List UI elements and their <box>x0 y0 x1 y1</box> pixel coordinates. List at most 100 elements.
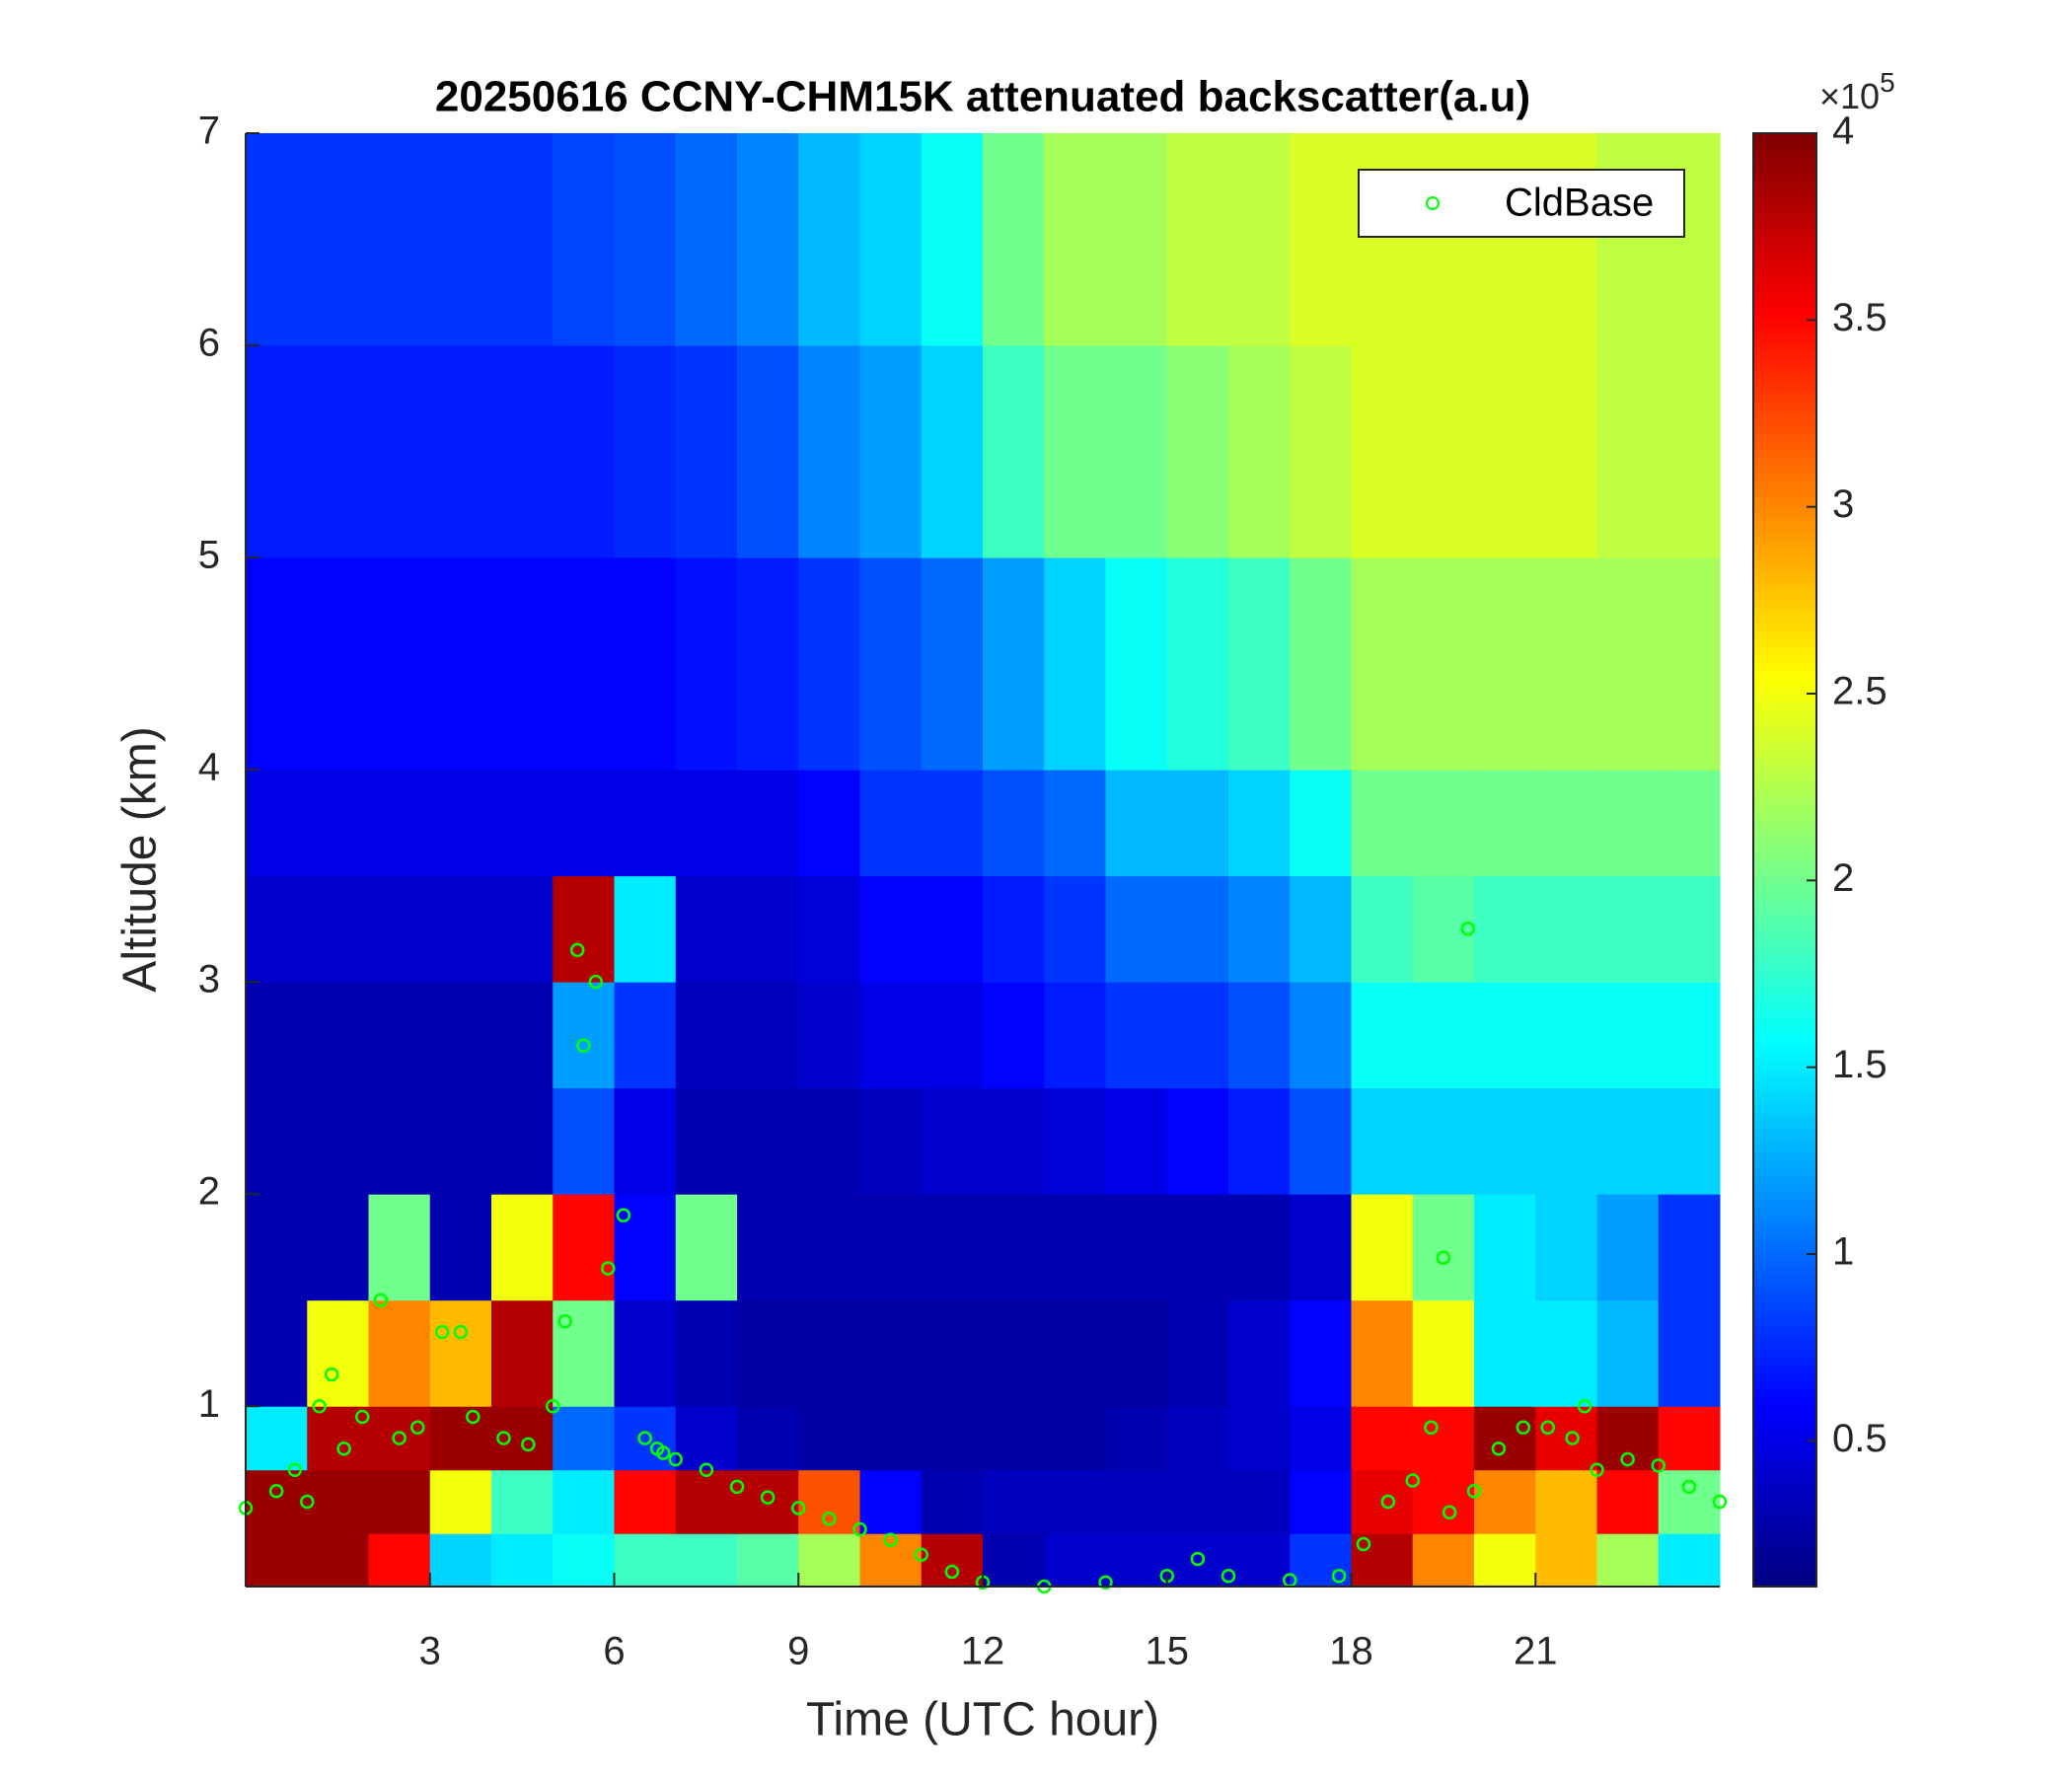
heatmap-cell <box>1658 1087 1721 1195</box>
legend-label: CldBase <box>1505 182 1654 225</box>
colorbar-tick-label: 2 <box>1832 856 1854 900</box>
heatmap-cell <box>1044 1087 1106 1195</box>
cloud-base-point <box>616 1208 631 1222</box>
heatmap-cell <box>1228 1299 1291 1407</box>
heatmap-cell <box>614 1194 677 1301</box>
heatmap-cell <box>1596 1406 1660 1471</box>
heatmap-cell <box>983 770 1045 877</box>
colorbar-tick-label: 3.5 <box>1832 296 1887 339</box>
heatmap-cell <box>1658 770 1721 877</box>
heatmap-cell <box>1044 1406 1106 1471</box>
heatmap-cell <box>983 1194 1045 1301</box>
heatmap-cell <box>1105 557 1168 771</box>
cloud-base-point <box>300 1494 315 1510</box>
cloud-base-point <box>287 1462 303 1477</box>
heatmap-cell <box>798 1469 860 1534</box>
heatmap-cell <box>1105 982 1168 1089</box>
cloud-base-point <box>557 1313 572 1329</box>
cloud-base-point <box>1577 1398 1592 1414</box>
heatmap-cell <box>553 133 615 346</box>
heatmap-cell <box>921 1299 984 1407</box>
legend-marker <box>1426 196 1440 210</box>
heatmap-cell <box>1596 770 1660 877</box>
cloud-base-point <box>373 1293 389 1307</box>
heatmap-cell <box>798 770 860 877</box>
heatmap-cell <box>1290 982 1352 1089</box>
cloud-base-point <box>1590 1462 1604 1477</box>
heatmap-cell <box>614 345 677 558</box>
heatmap-cell <box>553 770 615 877</box>
chart-title: 20250616 CCNY-CHM15K attenuated backscat… <box>435 73 1530 121</box>
heatmap-cell <box>859 133 923 346</box>
heatmap-cell <box>1105 1469 1168 1534</box>
y-tick-label: 1 <box>198 1382 220 1426</box>
y-tick-label: 2 <box>198 1170 220 1214</box>
heatmap-cell <box>553 1533 615 1588</box>
heatmap-cell <box>368 557 431 771</box>
heatmap-cell <box>737 345 799 558</box>
heatmap-cell <box>1105 345 1168 558</box>
cloud-base-point <box>312 1398 327 1414</box>
heatmap-cell <box>1658 982 1721 1089</box>
heatmap-cell <box>246 1469 308 1534</box>
heatmap-cell <box>1535 1087 1597 1195</box>
heatmap-cell <box>307 133 369 346</box>
heatmap-cell <box>1044 1533 1106 1588</box>
heatmap-cell <box>859 345 923 558</box>
colorbar-tick-label: 1 <box>1832 1230 1854 1274</box>
cloud-base-point <box>852 1521 867 1537</box>
heatmap-cell <box>246 557 308 771</box>
heatmap-cell <box>1535 1194 1597 1301</box>
heatmap-cell <box>1290 875 1352 983</box>
heatmap-cell <box>798 1087 860 1195</box>
cloud-base-point <box>434 1324 450 1340</box>
heatmap-cell <box>737 133 799 346</box>
heatmap-cell <box>1596 133 1660 346</box>
heatmap-cell <box>614 1299 677 1407</box>
heatmap-cell <box>491 133 554 346</box>
heatmap-cell <box>1474 1533 1536 1588</box>
heatmap-cell <box>1596 1299 1660 1407</box>
heatmap-cell <box>1351 1406 1414 1471</box>
heatmap-cell <box>614 557 677 771</box>
cloud-base-point <box>1491 1441 1507 1456</box>
heatmap-cell <box>1658 1406 1721 1471</box>
cloud-base-point <box>355 1409 370 1425</box>
heatmap-cell <box>983 875 1045 983</box>
heatmap-cell <box>1412 1469 1475 1534</box>
y-tick-label: 6 <box>198 322 220 365</box>
heatmap-cell <box>307 875 369 983</box>
heatmap-cell <box>1596 1194 1660 1301</box>
heatmap-cell <box>1474 133 1536 346</box>
heatmap-cell <box>1658 557 1721 771</box>
y-tick-label: 5 <box>198 534 220 577</box>
heatmap-cell <box>1290 1533 1352 1588</box>
x-axis-label: Time (UTC hour) <box>806 1694 1159 1746</box>
cloud-base-point <box>1331 1568 1347 1584</box>
heatmap-cell <box>675 1533 738 1588</box>
heatmap-cell <box>1105 1406 1168 1471</box>
heatmap-cell <box>1228 1533 1291 1588</box>
cloud-base-point <box>588 974 604 990</box>
heatmap-cell <box>1474 345 1536 558</box>
cloud-base-point <box>1712 1494 1728 1510</box>
y-tick-label: 4 <box>198 746 220 789</box>
heatmap-cell <box>737 1194 799 1301</box>
heatmap-cell <box>553 875 615 983</box>
cloud-base-point <box>699 1462 714 1477</box>
heatmap-cell <box>1166 1087 1229 1195</box>
heatmap-cell <box>983 1406 1045 1471</box>
heatmap-cell <box>429 557 492 771</box>
heatmap-cell <box>921 1533 984 1588</box>
heatmap-cell <box>614 875 677 983</box>
heatmap-cell <box>491 875 554 983</box>
heatmap-cell <box>1166 1406 1229 1471</box>
heatmap-cell <box>1351 875 1414 983</box>
cloud-base-point <box>822 1511 837 1526</box>
cloud-base-point <box>1565 1431 1580 1445</box>
heatmap-cell <box>1166 1469 1229 1534</box>
heatmap-cell <box>1166 1194 1229 1301</box>
cloud-base-point <box>668 1451 683 1467</box>
cloud-base-point <box>1436 1250 1451 1265</box>
heatmap-cell <box>1290 1469 1352 1534</box>
